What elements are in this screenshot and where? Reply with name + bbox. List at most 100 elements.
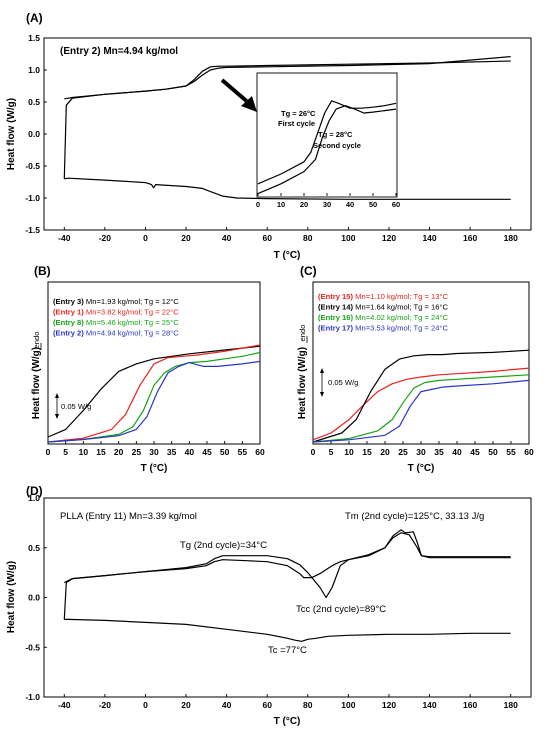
x-tick-label: -20 xyxy=(99,233,112,243)
panel-c-x-axis-label: T (°C) xyxy=(408,463,435,474)
inset-second-cycle: Second cycle xyxy=(313,141,361,150)
panel-b-scale-bar xyxy=(55,393,59,419)
panel-c-legend: (Entry 15) Mn=1.10 kg/mol; Tg = 13°C (Ent… xyxy=(318,292,448,333)
x-tick-label: 25 xyxy=(398,447,408,457)
series-line-cooling xyxy=(64,618,511,642)
panel-b-x-axis-label: T (°C) xyxy=(141,463,168,474)
x-tick-label: 20 xyxy=(181,700,191,710)
panel-d-title: PLLA (Entry 11) Mn=3.39 kg/mol xyxy=(60,511,197,522)
x-tick-label: 140 xyxy=(422,700,436,710)
x-tick-label: 25 xyxy=(132,447,142,457)
x-tick-label: 35 xyxy=(167,447,177,457)
x-tick-label: 30 xyxy=(416,447,426,457)
panel-d-x-axis-label: T (°C) xyxy=(274,716,301,727)
inset-tg-first: Tg = 26°C xyxy=(281,109,316,118)
x-tick-label: 0 xyxy=(143,700,148,710)
panel-c-x-ticks: 0 5 10 15 20 25 30 35 40 45 50 55 60 xyxy=(311,441,534,457)
x-tick-label: 60 xyxy=(262,233,272,243)
panel-d-frame xyxy=(43,497,532,698)
series-line-entry-16 xyxy=(312,374,530,443)
x-tick-label: 80 xyxy=(303,700,313,710)
x-tick-label: 55 xyxy=(238,447,248,457)
series-line-cooling xyxy=(64,177,511,200)
panel-b: (B) 0 5 10 15 20 25 30 35 40 45 50 55 60 T (°C) Heat… xyxy=(31,264,265,474)
series-line-entry-17 xyxy=(312,379,530,443)
series-line-second-cycle xyxy=(257,105,397,195)
y-tick-label: 0.0 xyxy=(28,129,40,139)
x-tick-label: 45 xyxy=(202,447,212,457)
panel-d-tc-annotation: Tc =77°C xyxy=(268,645,307,656)
series-line-first-cycle xyxy=(257,100,397,185)
x-tick-label: 5 xyxy=(63,447,68,457)
y-tick-label: -0.5 xyxy=(25,642,40,652)
x-tick-label: 120 xyxy=(382,700,396,710)
panel-d-label: (D) xyxy=(26,484,43,498)
y-tick-label: 0.0 xyxy=(28,593,40,603)
legend-entry: (Entry 2) Mn=4.94 kg/mol; Tg = 28°C xyxy=(53,329,179,338)
x-tick-label: 180 xyxy=(504,233,518,243)
panel-b-legend: (Entry 3) Mn=1.93 kg/mol; Tg = 12°C (Entr… xyxy=(53,297,179,338)
panel-d-x-ticks: -40 -20 0 20 40 60 80 100 120 140 160 180 xyxy=(58,694,518,710)
panel-d-tcc-annotation: Tcc (2nd cycle)=89°C xyxy=(296,604,386,615)
panel-b-curves xyxy=(47,344,261,443)
x-tick-label: -40 xyxy=(58,700,71,710)
panel-c-y-axis-label: Heat flow (W/g) xyxy=(297,347,308,419)
panel-b-x-ticks: 0 5 10 15 20 25 30 35 40 45 50 55 60 xyxy=(46,441,265,457)
y-tick-label: 1.5 xyxy=(28,33,40,43)
x-tick-label: 10 xyxy=(277,200,285,209)
legend-entry: (Entry 16) Mn=4.02 kg/mol; Tg = 24°C xyxy=(318,313,448,322)
panel-d-curves xyxy=(63,529,511,642)
y-tick-label: -1.0 xyxy=(25,193,40,203)
panel-a-annotation: (Entry 2) Mn=4.94 kg/mol xyxy=(60,46,178,57)
legend-entry: (Entry 14) Mn=1.64 kg/mol; Tg = 16°C xyxy=(318,303,448,312)
series-line-entry-2 xyxy=(47,360,261,443)
x-tick-label: 100 xyxy=(341,233,355,243)
x-tick-label: 5 xyxy=(329,447,334,457)
x-tick-label: 10 xyxy=(344,447,354,457)
x-tick-label: -40 xyxy=(58,233,71,243)
y-tick-label: 0.5 xyxy=(28,97,40,107)
series-line-entry-3 xyxy=(47,345,261,438)
y-tick-label: -0.5 xyxy=(25,161,40,171)
panel-d: (D) -40 -20 0 20 40 60 80 100 120 140 160 180 -1.0-… xyxy=(6,484,532,727)
x-tick-label: 0 xyxy=(46,447,51,457)
y-tick-label: 1.0 xyxy=(28,493,40,503)
series-line-entry-1 xyxy=(47,344,261,443)
x-tick-label: 30 xyxy=(149,447,159,457)
x-tick-label: 60 xyxy=(262,700,272,710)
legend-entry: (Entry 3) Mn=1.93 kg/mol; Tg = 12°C xyxy=(53,297,179,306)
panel-c-curves xyxy=(312,349,530,443)
series-line-cycle-2-heating xyxy=(64,56,511,100)
x-tick-label: 20 xyxy=(300,200,308,209)
x-tick-label: 45 xyxy=(470,447,480,457)
x-tick-label: 20 xyxy=(114,447,124,457)
panel-d-y-ticks: -1.0 -0.5 0.0 0.5 1.0 xyxy=(25,493,47,702)
y-tick-label: -1.0 xyxy=(25,692,40,702)
x-tick-label: -20 xyxy=(99,700,112,710)
x-tick-label: 20 xyxy=(380,447,390,457)
panel-d-tm-annotation: Tm (2nd cycle)=125°C, 33.13 J/g xyxy=(345,511,484,522)
panel-a-curves xyxy=(63,56,511,200)
x-tick-label: 35 xyxy=(434,447,444,457)
inset-x-ticks: 0 10 20 30 40 50 60 xyxy=(256,193,400,209)
x-tick-label: 15 xyxy=(362,447,372,457)
x-tick-label: 20 xyxy=(181,233,191,243)
panel-c-label: (C) xyxy=(300,264,317,278)
x-tick-label: 60 xyxy=(392,200,400,209)
x-tick-label: 80 xyxy=(303,233,313,243)
series-line-cycle-1-heating xyxy=(63,532,511,620)
panel-a-arrow-head xyxy=(241,96,257,112)
x-tick-label: 15 xyxy=(96,447,106,457)
x-tick-label: 40 xyxy=(222,700,232,710)
series-line-entry-8 xyxy=(47,351,261,443)
panel-a-inset: 0 10 20 30 40 50 60 Tg = 26°C First cycle Tg =… xyxy=(256,72,400,209)
panel-b-y-axis-label: Heat flow (W/g) xyxy=(31,347,42,419)
legend-entry: (Entry 1) Mn=3.82 kg/mol; Tg = 22°C xyxy=(53,308,179,317)
panel-b-label: (B) xyxy=(34,264,51,278)
x-tick-label: 30 xyxy=(323,200,331,209)
legend-entry: (Entry 15) Mn=1.10 kg/mol; Tg = 13°C xyxy=(318,292,448,301)
panel-d-y-axis-label: Heat flow (W/g) xyxy=(6,561,17,633)
y-tick-label: 1.0 xyxy=(28,65,40,75)
panel-a-x-ticks: -40 -20 0 20 40 60 80 100 120 140 160 180 xyxy=(58,227,518,243)
inset-curves xyxy=(257,100,397,195)
